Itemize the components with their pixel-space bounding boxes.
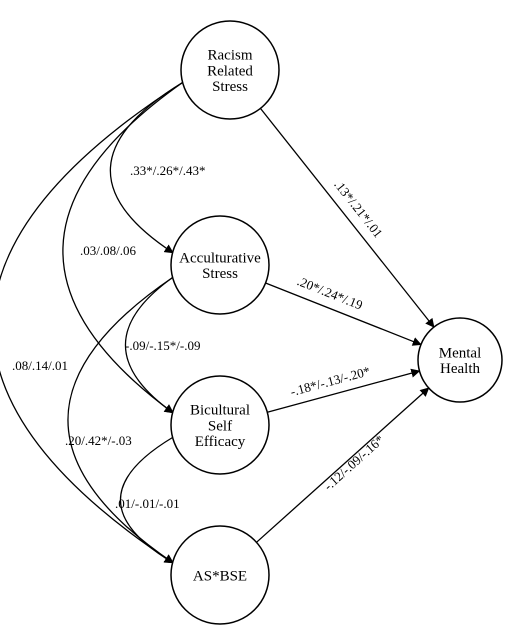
cov-label-rrs-bse: .03/.08/.06 bbox=[80, 243, 136, 258]
cov-label-bse-asbse: .01/-.01/-.01 bbox=[115, 496, 180, 511]
cov-edge-rrs-asbse bbox=[0, 82, 183, 563]
cov-edge-acc-asbse bbox=[68, 277, 173, 563]
path-diagram: RacismRelatedStressAcculturativeStressBi… bbox=[0, 0, 532, 640]
cov-label-rrs-asbse: .08/.14/.01 bbox=[12, 358, 68, 373]
cov-label-acc-bse: -.09/-.15*/-.09 bbox=[125, 338, 200, 353]
node-label-asbse: AS*BSE bbox=[193, 568, 247, 584]
node-label-rrs: RacismRelatedStress bbox=[207, 48, 253, 96]
edge-label-acc-mh: .20*/.24*/.19 bbox=[295, 273, 365, 312]
node-label-mh: MentalHealth bbox=[439, 345, 482, 377]
cov-label-acc-asbse: .20/.42*/-.03 bbox=[65, 433, 132, 448]
cov-label-rrs-acc: .33*/.26*/.43* bbox=[130, 163, 205, 178]
edge-label-asbse-mh: -.12/-.09/-.16* bbox=[321, 432, 387, 494]
edge-label-bse-mh: -.18*/-.13/-.20* bbox=[289, 363, 372, 399]
